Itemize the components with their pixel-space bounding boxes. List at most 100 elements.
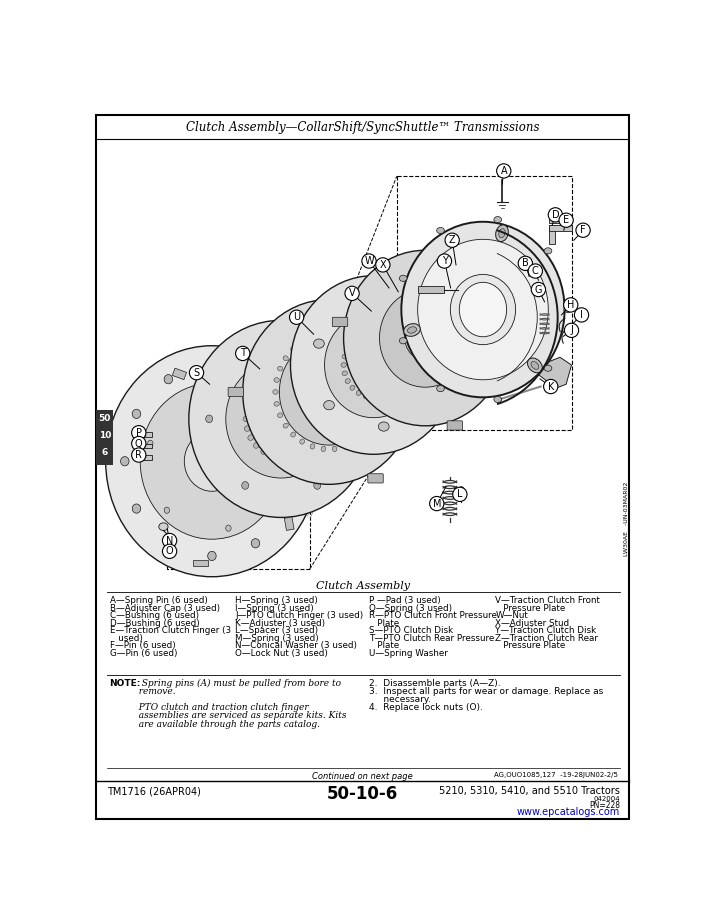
Ellipse shape xyxy=(207,552,216,561)
Ellipse shape xyxy=(243,299,415,484)
Ellipse shape xyxy=(358,298,369,308)
Ellipse shape xyxy=(342,354,348,359)
Text: D—Bushing (6 used): D—Bushing (6 used) xyxy=(110,618,199,627)
Text: Clutch Assembly: Clutch Assembly xyxy=(316,580,410,590)
Text: Clutch Assembly—CollarShift/SyncShuttle™ Transmissions: Clutch Assembly—CollarShift/SyncShuttle™… xyxy=(186,121,539,134)
Ellipse shape xyxy=(310,444,315,449)
Text: Z—Traction Clutch Rear: Z—Traction Clutch Rear xyxy=(496,634,598,643)
Ellipse shape xyxy=(345,379,350,383)
Ellipse shape xyxy=(408,327,416,334)
Ellipse shape xyxy=(254,409,260,415)
Ellipse shape xyxy=(309,435,314,441)
Ellipse shape xyxy=(164,538,171,543)
Ellipse shape xyxy=(278,454,284,459)
Ellipse shape xyxy=(370,356,375,360)
Ellipse shape xyxy=(342,371,348,376)
Ellipse shape xyxy=(343,444,348,449)
Ellipse shape xyxy=(248,397,253,403)
Ellipse shape xyxy=(362,352,385,378)
Text: U: U xyxy=(293,312,300,322)
Ellipse shape xyxy=(345,346,350,351)
Text: K: K xyxy=(547,382,554,392)
Ellipse shape xyxy=(363,331,368,336)
Text: 50-10-6: 50-10-6 xyxy=(327,785,399,803)
Text: E: E xyxy=(563,215,569,225)
Ellipse shape xyxy=(274,402,280,407)
Text: 042004: 042004 xyxy=(593,796,620,802)
Text: X: X xyxy=(379,260,386,270)
Bar xyxy=(285,517,294,530)
Ellipse shape xyxy=(140,383,284,540)
Text: AG,OUO1085,127  -19-28JUN02-2/5: AG,OUO1085,127 -19-28JUN02-2/5 xyxy=(494,772,617,778)
Ellipse shape xyxy=(400,371,405,376)
Ellipse shape xyxy=(413,321,423,330)
Ellipse shape xyxy=(379,331,384,336)
Ellipse shape xyxy=(450,274,515,345)
Bar xyxy=(139,432,152,437)
Ellipse shape xyxy=(291,432,296,437)
Ellipse shape xyxy=(494,396,501,403)
Ellipse shape xyxy=(437,227,445,234)
Text: I—Spring (3 used): I—Spring (3 used) xyxy=(235,603,314,613)
Text: 50: 50 xyxy=(98,414,111,423)
Text: Plate: Plate xyxy=(369,641,399,650)
Ellipse shape xyxy=(207,362,216,371)
Ellipse shape xyxy=(399,275,407,282)
Ellipse shape xyxy=(310,334,315,340)
Text: TM1716 (26APR04): TM1716 (26APR04) xyxy=(107,786,201,796)
Ellipse shape xyxy=(352,342,395,388)
Text: M—Spring (3 used): M—Spring (3 used) xyxy=(235,634,319,643)
FancyBboxPatch shape xyxy=(368,301,383,310)
Ellipse shape xyxy=(375,366,380,371)
Ellipse shape xyxy=(437,385,445,392)
Ellipse shape xyxy=(353,439,358,444)
Ellipse shape xyxy=(193,391,198,397)
Ellipse shape xyxy=(299,340,304,345)
Ellipse shape xyxy=(299,439,304,444)
FancyBboxPatch shape xyxy=(447,420,462,430)
Ellipse shape xyxy=(312,407,318,412)
Ellipse shape xyxy=(164,539,173,548)
Ellipse shape xyxy=(371,395,376,400)
Ellipse shape xyxy=(283,356,288,360)
Text: T—PTO Clutch Rear Pressure: T—PTO Clutch Rear Pressure xyxy=(369,634,494,643)
Ellipse shape xyxy=(283,423,288,428)
Text: N: N xyxy=(166,536,173,545)
Ellipse shape xyxy=(314,348,321,356)
Text: Y—Traction Clutch Disk: Y—Traction Clutch Disk xyxy=(496,626,596,635)
Text: V—Traction Clutch Front: V—Traction Clutch Front xyxy=(496,596,600,605)
Ellipse shape xyxy=(241,481,249,490)
Ellipse shape xyxy=(270,380,275,385)
Text: S—PTO Clutch Disk: S—PTO Clutch Disk xyxy=(369,626,453,635)
Ellipse shape xyxy=(296,383,302,389)
Text: used): used) xyxy=(110,634,142,643)
Ellipse shape xyxy=(313,416,319,421)
Text: H: H xyxy=(567,300,574,310)
Ellipse shape xyxy=(423,382,434,391)
Text: R: R xyxy=(135,450,142,460)
Ellipse shape xyxy=(256,392,307,446)
Ellipse shape xyxy=(379,402,384,407)
Bar xyxy=(549,225,572,231)
Ellipse shape xyxy=(379,390,385,395)
Bar xyxy=(418,286,445,293)
Ellipse shape xyxy=(418,239,548,380)
Text: I: I xyxy=(580,310,583,320)
Text: B: B xyxy=(522,259,529,268)
Ellipse shape xyxy=(362,432,367,437)
Ellipse shape xyxy=(278,413,282,418)
Text: Q: Q xyxy=(135,439,142,448)
Ellipse shape xyxy=(290,275,457,455)
Ellipse shape xyxy=(356,390,361,395)
Text: www.epcatalogs.com: www.epcatalogs.com xyxy=(517,807,620,817)
Ellipse shape xyxy=(251,374,260,383)
Ellipse shape xyxy=(405,316,445,360)
Text: M: M xyxy=(433,499,441,508)
Bar xyxy=(549,217,572,224)
Text: NOTE:: NOTE: xyxy=(110,679,141,688)
Ellipse shape xyxy=(527,358,542,372)
Ellipse shape xyxy=(386,334,391,340)
Ellipse shape xyxy=(324,400,334,409)
Ellipse shape xyxy=(287,380,293,385)
Ellipse shape xyxy=(544,365,552,371)
